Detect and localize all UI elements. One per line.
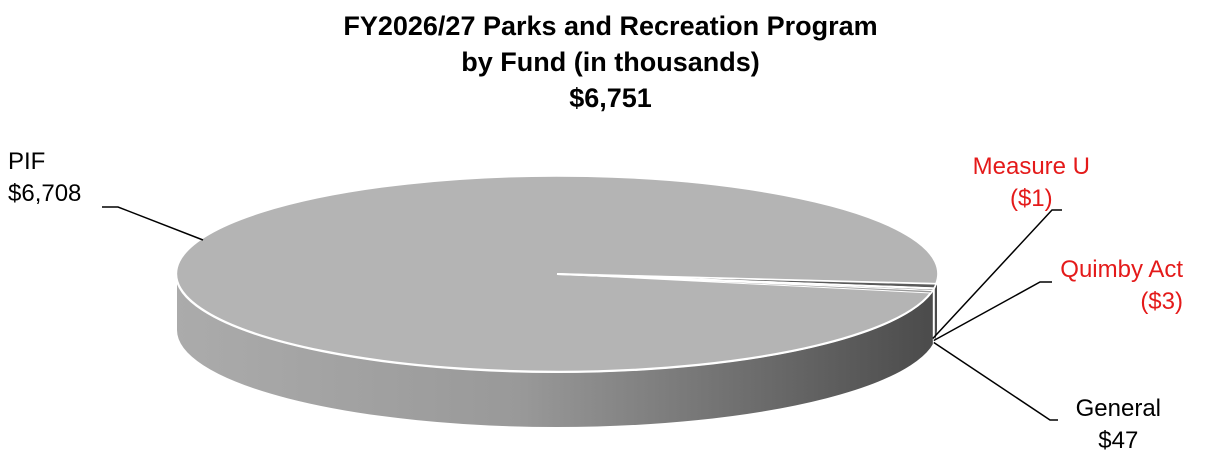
- data-label-quimby-act: Quimby Act ($3): [1060, 254, 1183, 318]
- chart-title-block: FY2026/27 Parks and Recreation Program b…: [0, 8, 1221, 116]
- chart-subtitle: by Fund (in thousands): [461, 47, 760, 77]
- data-label-quimby-act-value: ($3): [1140, 288, 1183, 315]
- chart-total: $6,751: [569, 83, 652, 113]
- leader-line-general: [933, 341, 1058, 421]
- pie-slice-measure-u: [556, 273, 934, 294]
- data-label-general-value: $47: [1098, 427, 1139, 454]
- data-label-measure-u-value: ($1): [1009, 185, 1053, 212]
- chart-title: FY2026/27 Parks and Recreation Program: [343, 11, 878, 41]
- side-wall-divider: [932, 288, 935, 345]
- data-label-measure-u: Measure U ($1): [973, 151, 1090, 215]
- leader-line-measure-u: [932, 209, 1062, 340]
- data-label-measure-u-name: Measure U: [972, 153, 1090, 180]
- data-label-pif: PIF $6,708: [8, 146, 81, 210]
- data-label-general: General $47: [1076, 393, 1161, 457]
- slice-boundary-line: [556, 273, 934, 290]
- data-label-quimby-act-name: Quimby Act: [1060, 256, 1183, 283]
- data-label-general-name: General: [1075, 395, 1161, 422]
- leader-line-pif: [102, 206, 204, 241]
- data-label-pif-value: $6,708: [8, 180, 82, 207]
- leader-line-quimby-act: [933, 281, 1052, 342]
- data-label-pif-name: PIF: [8, 148, 46, 175]
